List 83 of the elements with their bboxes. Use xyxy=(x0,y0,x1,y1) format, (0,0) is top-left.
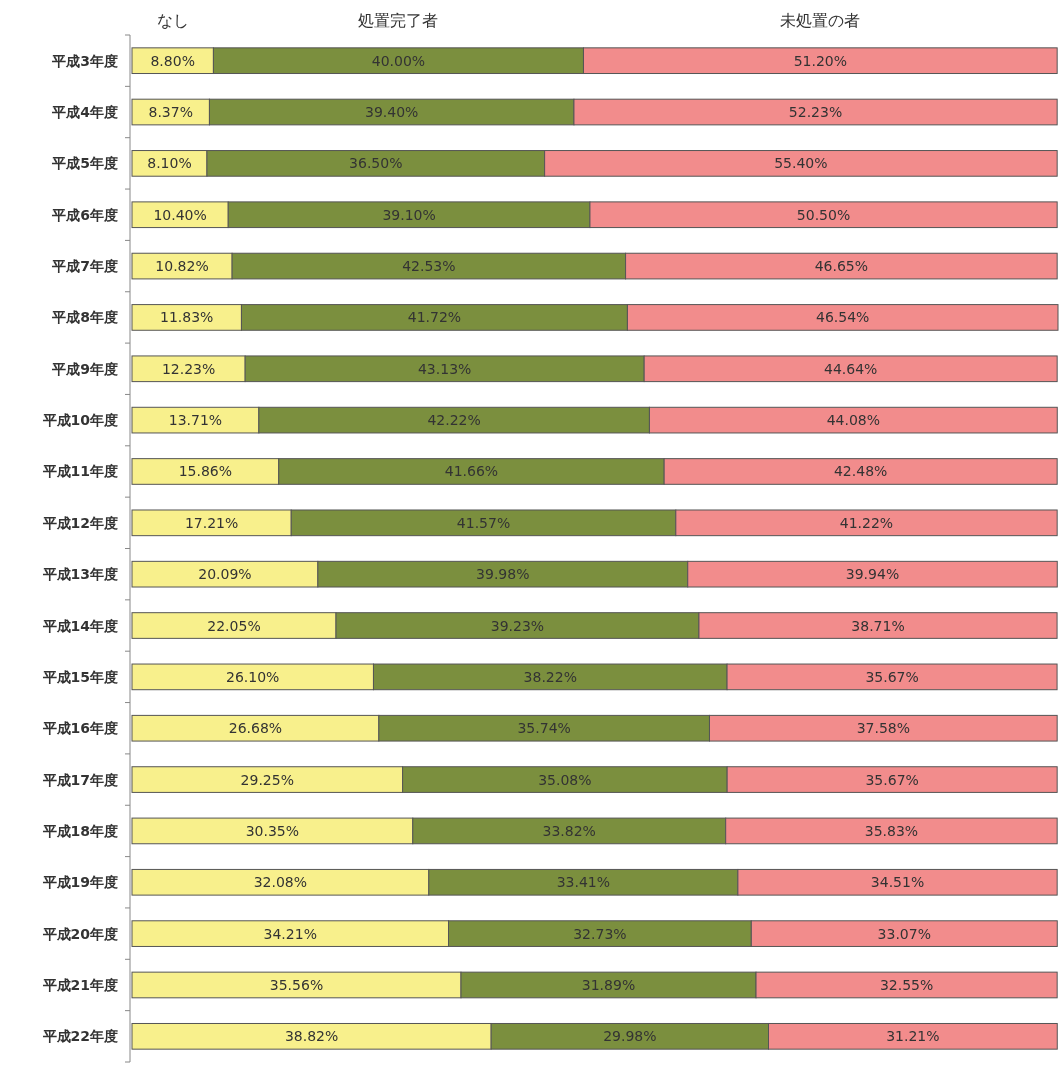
data-label: 39.94% xyxy=(845,566,900,583)
data-label: 8.10% xyxy=(147,155,192,172)
data-label: 41.22% xyxy=(839,514,894,531)
data-label: 12.23% xyxy=(161,360,216,377)
data-label: 31.89% xyxy=(581,976,636,993)
data-label: 11.83% xyxy=(160,309,214,326)
data-label: 42.53% xyxy=(402,258,456,275)
data-label: 13.71% xyxy=(168,412,223,429)
data-label: 44.08% xyxy=(826,412,881,429)
data-label: 15.86% xyxy=(178,463,233,480)
y-tick-label: 平成4年度 xyxy=(51,104,118,121)
data-label: 38.71% xyxy=(851,617,905,634)
y-tick-label: 平成13年度 xyxy=(41,566,118,583)
data-label: 39.98% xyxy=(476,566,530,583)
data-label: 36.50% xyxy=(349,155,403,172)
data-label: 32.08% xyxy=(253,874,308,891)
data-label: 34.21% xyxy=(263,925,317,942)
data-label: 35.67% xyxy=(865,668,919,685)
data-label: 26.68% xyxy=(228,720,283,737)
y-tick-label: 平成15年度 xyxy=(41,668,118,685)
data-label: 41.66% xyxy=(444,463,499,480)
data-label: 30.35% xyxy=(245,822,300,839)
y-tick-label: 平成19年度 xyxy=(41,874,118,891)
data-label: 32.55% xyxy=(879,976,934,993)
data-label: 33.07% xyxy=(877,925,931,942)
y-tick-label: 平成17年度 xyxy=(41,771,118,788)
data-label: 10.82% xyxy=(155,258,209,275)
data-label: 39.23% xyxy=(490,617,545,634)
data-label: 46.54% xyxy=(816,309,870,326)
y-tick-label: 平成21年度 xyxy=(41,976,118,993)
data-label: 35.08% xyxy=(538,771,592,788)
data-label: 31.21% xyxy=(886,1028,940,1045)
series-label: なし xyxy=(156,11,189,30)
y-tick-label: 平成20年度 xyxy=(41,925,118,942)
data-label: 55.40% xyxy=(774,155,828,172)
y-tick-label: 平成16年度 xyxy=(41,720,118,737)
data-label: 34.51% xyxy=(870,874,925,891)
y-tick-label: 平成5年度 xyxy=(51,155,118,172)
y-tick-label: 平成18年度 xyxy=(41,822,118,839)
data-label: 38.82% xyxy=(284,1028,339,1045)
y-tick-label: 平成11年度 xyxy=(41,463,118,480)
data-label: 39.40% xyxy=(365,104,419,121)
y-tick-label: 平成12年度 xyxy=(41,514,118,531)
data-label: 44.64% xyxy=(823,360,878,377)
data-label: 42.48% xyxy=(833,463,888,480)
data-label: 40.00% xyxy=(371,52,426,69)
data-label: 17.21% xyxy=(184,514,239,531)
data-label: 41.57% xyxy=(456,514,511,531)
data-label: 41.72% xyxy=(407,309,462,326)
data-label: 10.40% xyxy=(153,206,207,223)
data-label: 37.58% xyxy=(856,720,911,737)
data-label: 20.09% xyxy=(198,566,252,583)
y-tick-label: 平成3年度 xyxy=(51,52,118,69)
data-label: 35.67% xyxy=(865,771,919,788)
data-label: 33.41% xyxy=(556,874,611,891)
data-label: 46.65% xyxy=(814,258,869,275)
y-tick-label: 平成8年度 xyxy=(51,309,118,326)
y-tick-label: 平成10年度 xyxy=(41,412,118,429)
data-label: 50.50% xyxy=(796,206,851,223)
data-label: 29.98% xyxy=(603,1028,657,1045)
data-label: 51.20% xyxy=(793,52,848,69)
data-label: 35.83% xyxy=(864,822,919,839)
series-label: 未処置の者 xyxy=(780,11,861,30)
data-label: 22.05% xyxy=(207,617,261,634)
data-label: 35.74% xyxy=(517,720,571,737)
y-tick-label: 平成22年度 xyxy=(41,1028,118,1045)
data-label: 43.13% xyxy=(417,360,472,377)
data-label: 33.82% xyxy=(542,822,596,839)
y-tick-label: 平成14年度 xyxy=(41,617,118,634)
data-label: 35.56% xyxy=(269,976,324,993)
y-tick-label: 平成9年度 xyxy=(51,360,118,377)
data-label: 8.80% xyxy=(150,52,195,69)
data-label: 32.73% xyxy=(573,925,627,942)
data-label: 26.10% xyxy=(226,668,280,685)
data-label: 39.10% xyxy=(382,206,436,223)
data-label: 8.37% xyxy=(148,104,193,121)
data-label: 29.25% xyxy=(240,771,294,788)
y-tick-label: 平成6年度 xyxy=(51,206,118,223)
y-tick-label: 平成7年度 xyxy=(51,258,118,275)
data-label: 38.22% xyxy=(523,668,577,685)
series-label: 処置完了者 xyxy=(358,11,439,30)
data-label: 52.23% xyxy=(788,104,843,121)
data-label: 42.22% xyxy=(427,412,481,429)
